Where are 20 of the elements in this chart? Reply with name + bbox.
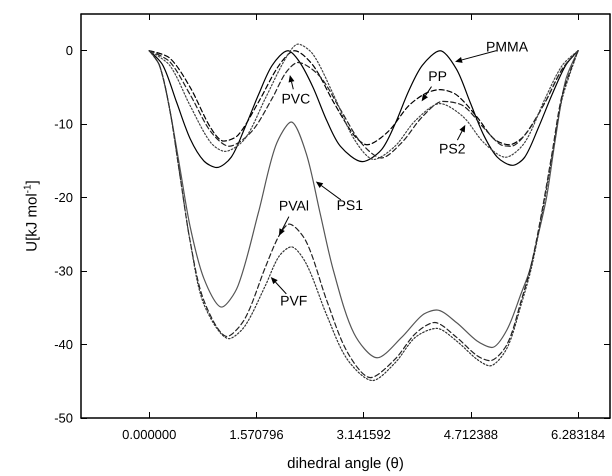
y-axis-title: U[kJ mol-1] xyxy=(22,180,40,252)
y-tick-label: -40 xyxy=(54,337,73,352)
annotation: PVAl xyxy=(278,198,309,214)
y-tick-label: -10 xyxy=(54,116,73,132)
annotation: PS1 xyxy=(336,197,364,214)
annotation: PP xyxy=(428,68,447,84)
y-tick-label: -30 xyxy=(54,264,73,279)
x-tick-label: 0.000000 xyxy=(122,427,176,442)
y-tick-label: -50 xyxy=(54,410,73,426)
annotation: PVC xyxy=(281,90,310,107)
annotation: PS2 xyxy=(439,140,466,157)
x-axis-title: dihedral angle (θ) xyxy=(287,455,404,472)
y-tick-label: 0 xyxy=(66,43,73,58)
annotation: PVF xyxy=(280,292,308,309)
annotation: PMMA xyxy=(486,38,529,54)
x-tick-label: 6.283184 xyxy=(551,427,606,442)
x-tick-label: 4.712388 xyxy=(444,427,498,442)
y-tick-label: -20 xyxy=(54,190,73,206)
x-tick-label: 3.141592 xyxy=(336,427,391,442)
x-tick-label: 1.570796 xyxy=(229,427,284,442)
